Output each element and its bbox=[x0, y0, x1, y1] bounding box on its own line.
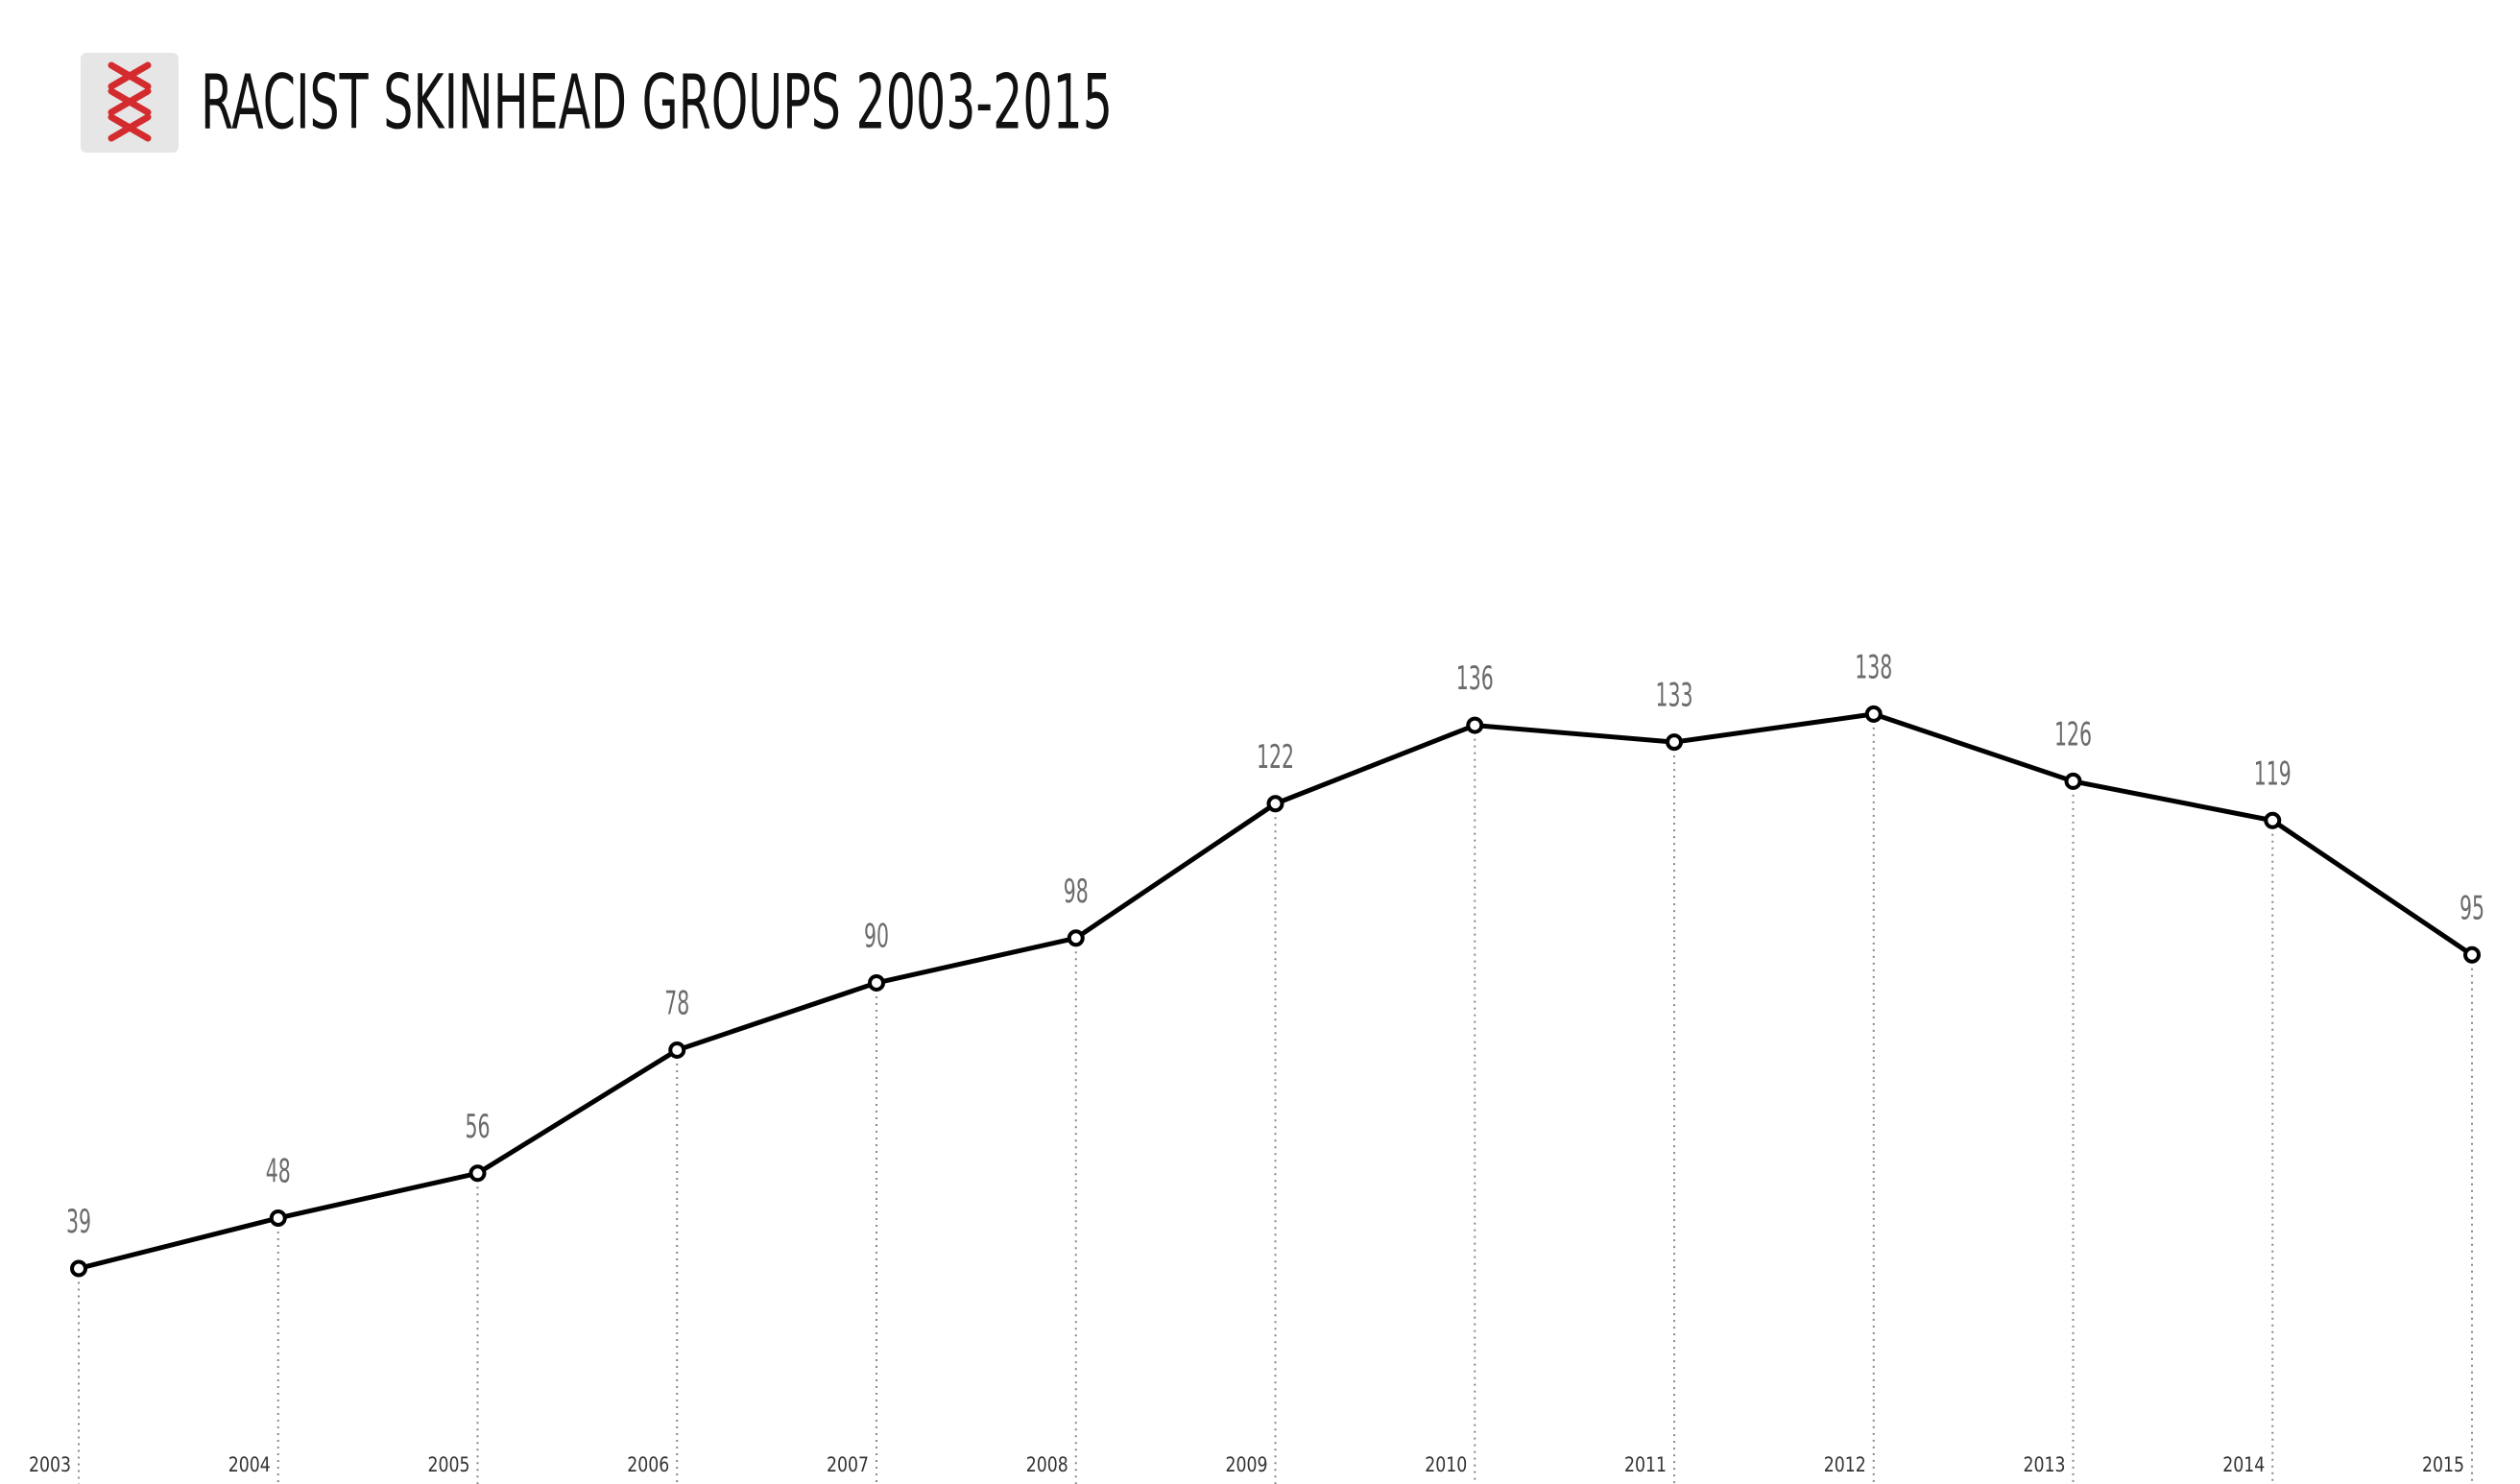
chart-title: RACIST SKINHEAD GROUPS 2003-2015 bbox=[201, 60, 1113, 146]
data-label: 48 bbox=[266, 1152, 291, 1190]
data-label: 98 bbox=[1064, 873, 1089, 911]
data-point bbox=[2064, 772, 2082, 790]
x-tick-label: 2015 bbox=[2422, 1453, 2464, 1476]
data-label: 122 bbox=[1257, 738, 1294, 777]
data-point bbox=[70, 1259, 87, 1278]
data-label: 126 bbox=[2054, 715, 2092, 754]
data-label: 90 bbox=[864, 917, 889, 955]
x-tick-label: 2006 bbox=[627, 1453, 669, 1476]
data-point bbox=[1067, 929, 1085, 947]
data-point bbox=[269, 1209, 287, 1227]
data-label: 95 bbox=[2460, 889, 2484, 927]
data-label: 78 bbox=[664, 984, 689, 1022]
data-point bbox=[668, 1041, 686, 1059]
data-point bbox=[468, 1164, 487, 1183]
data-point bbox=[1466, 716, 1484, 734]
data-label: 138 bbox=[1855, 648, 1892, 686]
x-tick-label: 2004 bbox=[228, 1453, 271, 1476]
data-point bbox=[2264, 811, 2282, 829]
x-tick-label: 2013 bbox=[2024, 1453, 2066, 1476]
x-tick-label: 2008 bbox=[1026, 1453, 1068, 1476]
data-label: 133 bbox=[1656, 677, 1693, 715]
x-tick-label: 2011 bbox=[1624, 1453, 1667, 1476]
x-tick-label: 2010 bbox=[1425, 1453, 1467, 1476]
x-tick-label: 2003 bbox=[29, 1453, 71, 1476]
icon-crosses bbox=[108, 61, 152, 142]
data-label: 56 bbox=[466, 1108, 491, 1146]
data-label: 39 bbox=[66, 1203, 91, 1241]
x-tick-label: 2014 bbox=[2222, 1453, 2265, 1476]
title-icon bbox=[81, 53, 179, 153]
data-point bbox=[2463, 945, 2481, 964]
x-tick-label: 2007 bbox=[827, 1453, 869, 1476]
data-point bbox=[1266, 795, 1284, 813]
data-label: 136 bbox=[1456, 659, 1494, 698]
data-point bbox=[1666, 733, 1683, 752]
data-point bbox=[868, 973, 885, 992]
x-tick-label: 2009 bbox=[1226, 1453, 1268, 1476]
x-tick-label: 2012 bbox=[1824, 1453, 1866, 1476]
data-point bbox=[1864, 705, 1883, 723]
data-label: 119 bbox=[2254, 754, 2292, 793]
x-tick-label: 2005 bbox=[428, 1453, 470, 1476]
